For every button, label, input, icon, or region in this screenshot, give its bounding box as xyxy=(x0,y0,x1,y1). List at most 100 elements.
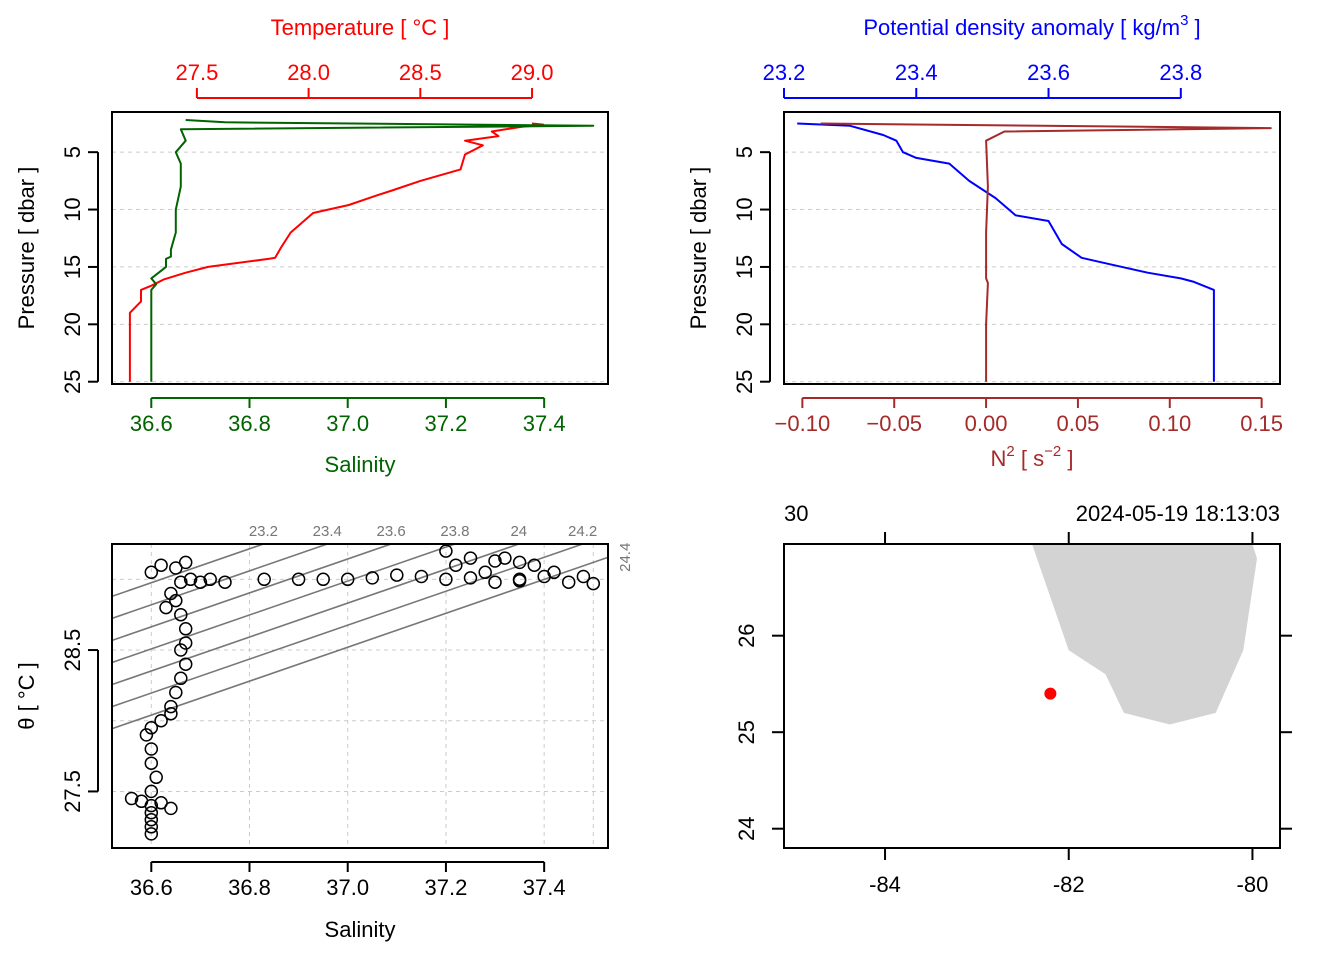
salinity-axis-label: Salinity xyxy=(325,452,396,477)
salinity-tick-label: 36.6 xyxy=(130,411,173,436)
map-latitude-note: 30 xyxy=(784,501,808,526)
isopycnal-label: 24.2 xyxy=(568,523,597,540)
ts-salinity-tick-label: 37.4 xyxy=(523,875,566,900)
pressure-tick-label: 20 xyxy=(732,312,757,336)
profile-ts-marks xyxy=(128,119,595,382)
ts-diagram-axes: 36.6 36.8 37.0 37.2 37.4 27.5 28.5 xyxy=(60,629,566,900)
salinity-profile-line xyxy=(150,119,595,382)
ts-point xyxy=(512,572,527,587)
ts-point xyxy=(144,756,159,770)
ts-point xyxy=(178,622,193,636)
n2-tick-label: −0.05 xyxy=(866,411,922,436)
ts-point xyxy=(193,575,208,589)
temperature-tick-label: 27.5 xyxy=(175,60,218,85)
map-lat-label: 25 xyxy=(734,720,759,744)
temperature-tick-label: 29.0 xyxy=(511,60,554,85)
isopycnal-label: 23.6 xyxy=(377,523,406,540)
ts-point xyxy=(159,600,173,615)
n2-tick-label: 0.10 xyxy=(1148,411,1191,436)
ts-point xyxy=(547,565,561,580)
isopycnal-label: 23.4 xyxy=(313,523,342,540)
map-frame xyxy=(783,543,1281,849)
isopycnal-line xyxy=(112,544,586,708)
ts-point xyxy=(144,784,159,799)
ts-point xyxy=(139,728,154,742)
ts-point xyxy=(488,554,502,568)
density-axis-label: Potential density anomaly [ kg/m3 ] xyxy=(863,12,1200,40)
isopycnal-line xyxy=(112,544,266,598)
profile-density-grid xyxy=(784,151,1280,383)
ts-point xyxy=(512,555,527,570)
ts-point xyxy=(449,558,463,572)
density-tick-label: 23.6 xyxy=(1027,60,1070,85)
land-polygon xyxy=(1032,544,1257,725)
profile-density-panel: −0.10 −0.05 0.00 0.05 0.10 0.15 23.2 23.4 23.6 23… xyxy=(686,12,1283,471)
ts-point xyxy=(183,572,198,587)
ts-point xyxy=(144,742,159,756)
n2-axis-label: N2 [ s−2 ] xyxy=(991,443,1074,471)
ts-point xyxy=(174,575,188,589)
ts-point xyxy=(218,575,232,589)
n2-tick-label: −0.10 xyxy=(775,411,831,436)
isopycnal-label: 24 xyxy=(510,523,527,540)
ts-point xyxy=(124,791,139,806)
n2-profile-line xyxy=(820,122,1272,382)
ts-point xyxy=(576,569,591,584)
ts-point xyxy=(439,544,453,558)
pressure-tick-label: 20 xyxy=(60,312,85,336)
ts-point xyxy=(149,770,163,785)
isopycnal-line xyxy=(112,544,458,664)
ts-point xyxy=(527,558,542,572)
ts-point xyxy=(164,706,178,721)
ts-diagram-frame xyxy=(111,543,609,849)
ts-point xyxy=(340,572,355,587)
ts-point xyxy=(365,571,380,585)
ts-isopycnal-labels: 23.2 23.4 23.6 23.8 24 24.2 24.4 xyxy=(249,523,634,572)
salinity-tick-label: 36.8 xyxy=(228,411,271,436)
ts-salinity-tick-label: 36.6 xyxy=(130,875,173,900)
ts-temperature-tick-label: 27.5 xyxy=(60,770,85,813)
ts-point xyxy=(164,801,178,816)
ts-point xyxy=(178,636,193,650)
isopycnal-label: 24.4 xyxy=(617,543,634,572)
isopycnal-line xyxy=(112,544,522,686)
ts-point xyxy=(169,685,183,700)
ts-ylabel: θ [ °C ] xyxy=(14,662,39,729)
map-lon-label: -84 xyxy=(869,872,901,897)
ts-point xyxy=(154,558,168,572)
map-timestamp: 2024-05-19 18:13:03 xyxy=(1076,501,1280,526)
ts-point xyxy=(154,713,168,728)
pressure-tick-label: 25 xyxy=(60,369,85,393)
ts-point xyxy=(488,575,502,589)
salinity-tick-label: 37.4 xyxy=(523,411,566,436)
n2-tick-label: 0.05 xyxy=(1057,411,1100,436)
ts-point xyxy=(144,721,159,735)
ts-point xyxy=(561,575,576,589)
map-lat-label: 26 xyxy=(734,623,759,647)
ts-salinity-tick-label: 37.0 xyxy=(326,875,369,900)
profile-density-axes: −0.10 −0.05 0.00 0.05 0.10 0.15 23.2 23.4 23.6 23… xyxy=(732,60,1283,436)
station-marker xyxy=(1044,687,1057,700)
ts-point xyxy=(463,551,478,565)
profile-ts-grid xyxy=(112,151,608,383)
ts-salinity-tick-label: 37.2 xyxy=(425,875,468,900)
ts-xlabel: Salinity xyxy=(325,917,396,942)
profile-ts-panel: 36.6 36.8 37.0 37.2 37.4 27.5 28.0 28.5 29.0 5 10 1… xyxy=(14,15,609,477)
pressure-tick-label: 5 xyxy=(732,146,757,158)
profile-density-frame xyxy=(783,111,1281,385)
density-tick-label: 23.2 xyxy=(763,60,806,85)
ts-point xyxy=(390,568,404,582)
temperature-tick-label: 28.0 xyxy=(287,60,330,85)
ts-point xyxy=(291,572,306,587)
ts-point xyxy=(439,572,453,587)
ts-point xyxy=(144,812,159,827)
pressure-axis-label-left: Pressure [ dbar ] xyxy=(14,167,39,330)
profile-ts-axes: 36.6 36.8 37.0 37.2 37.4 27.5 28.0 28.5 29.0 5 10 1… xyxy=(60,60,566,436)
profile-density-marks xyxy=(797,122,1272,382)
ts-point xyxy=(144,827,159,841)
pressure-tick-label: 15 xyxy=(732,255,757,279)
ts-point xyxy=(498,551,512,565)
ts-temperature-tick-label: 28.5 xyxy=(60,629,85,672)
ts-point xyxy=(144,565,159,580)
